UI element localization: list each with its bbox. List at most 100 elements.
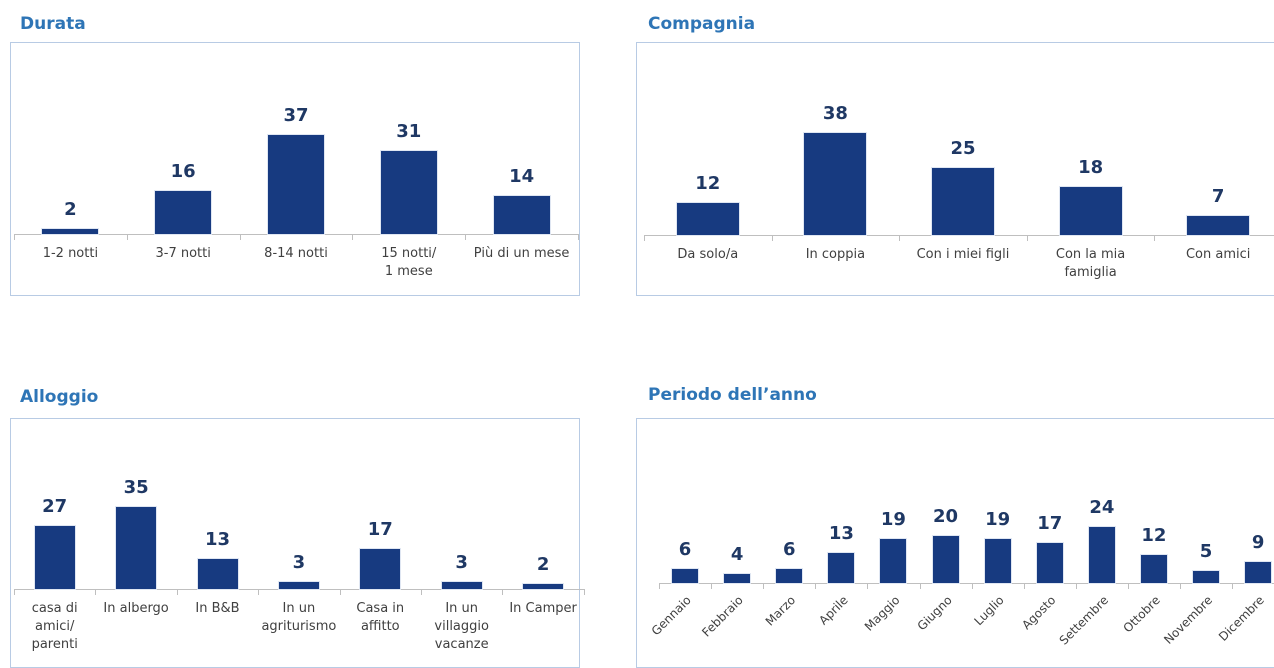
x-tick-label: 15 notti/ 1 mese [381, 246, 437, 279]
category-separator [815, 583, 817, 589]
bar [1187, 216, 1250, 235]
x-tick-label: In B&B [195, 601, 240, 616]
x-tick-label: casa di amici/ parenti [31, 601, 78, 652]
x-tick-label: 3-7 notti [155, 246, 211, 261]
value-label: 2 [536, 554, 550, 576]
bar [1088, 527, 1115, 583]
bar [1193, 571, 1220, 583]
value-label: 20 [933, 506, 959, 528]
value-label: 18 [1078, 156, 1104, 178]
value-label: 17 [367, 519, 393, 541]
x-tick-label: In un villaggio vacanze [434, 601, 489, 652]
category-separator [421, 589, 422, 595]
chart-title: Alloggio [20, 387, 99, 407]
category-separator [1023, 583, 1025, 589]
value-label: 25 [950, 138, 976, 159]
category-separator [578, 234, 579, 240]
value-label: 13 [204, 528, 231, 550]
bar [984, 538, 1011, 583]
bar [197, 558, 238, 589]
category-separator [899, 235, 901, 241]
category-separator [339, 589, 341, 595]
x-tick-label: In coppia [805, 247, 866, 262]
category-separator [1127, 583, 1129, 589]
axis-line [644, 235, 1274, 236]
bar [1140, 555, 1167, 583]
chart-title: Periodo dell’anno [648, 385, 817, 405]
axis-line [14, 234, 578, 235]
axis-line [659, 583, 1274, 584]
value-label: 6 [782, 539, 796, 561]
chart-frame [636, 42, 1274, 296]
value-label: 7 [1211, 186, 1225, 208]
category-separator [1026, 235, 1028, 241]
category-separator [239, 234, 241, 240]
value-label: 35 [123, 477, 149, 499]
x-tick-label: Da solo/a [677, 247, 739, 262]
category-separator [659, 583, 660, 589]
axis-line [14, 589, 584, 590]
value-label: 37 [283, 104, 309, 126]
category-separator [583, 589, 585, 595]
value-label: 19 [985, 508, 1011, 530]
category-separator [502, 589, 504, 595]
bar [380, 150, 437, 234]
bar [268, 134, 324, 234]
chart-title: Durata [20, 14, 86, 34]
bar [360, 549, 401, 589]
x-tick-label: Con la mia famiglia [1055, 247, 1126, 280]
bar [1245, 562, 1272, 583]
category-separator [352, 234, 354, 240]
chart-title: Compagnia [648, 14, 756, 34]
bar [932, 536, 959, 583]
x-tick-label: Casa in affitto [356, 601, 405, 634]
category-separator [258, 589, 260, 595]
value-label: 12 [1141, 525, 1167, 547]
value-label: 6 [678, 539, 692, 561]
category-separator [14, 234, 15, 240]
value-label: 2 [64, 198, 77, 220]
bar [804, 133, 867, 235]
value-label: 14 [509, 166, 535, 188]
value-label: 16 [170, 161, 196, 183]
bar [724, 573, 751, 583]
value-label: 24 [1089, 497, 1115, 519]
category-separator [771, 235, 773, 241]
bar [672, 569, 699, 583]
category-separator [126, 234, 128, 240]
chart-frame [10, 42, 580, 296]
category-separator [1075, 583, 1077, 589]
x-tick-label: 1-2 notti [42, 246, 99, 261]
value-label: 5 [1199, 541, 1213, 563]
value-label: 31 [396, 120, 422, 142]
value-label: 13 [828, 522, 854, 544]
bar [34, 525, 75, 589]
x-tick-label: In Camper [509, 601, 577, 616]
bar [1036, 543, 1063, 583]
category-separator [465, 234, 467, 240]
x-tick-label: In albergo [103, 601, 169, 616]
value-label: 12 [695, 172, 721, 194]
category-separator [644, 235, 645, 241]
x-tick-label: In un agriturismo [261, 601, 337, 634]
x-tick-label: Con amici [1185, 247, 1251, 262]
value-label: 38 [822, 103, 848, 125]
bar [676, 202, 739, 235]
bar [155, 191, 212, 234]
category-separator [867, 583, 869, 589]
x-tick-label: Con i miei figli [916, 247, 1010, 262]
bar [932, 168, 994, 235]
x-tick-label: Più di un mese [473, 246, 570, 261]
value-label: 9 [1251, 532, 1265, 554]
category-separator [1154, 235, 1156, 241]
category-separator [971, 583, 973, 589]
x-tick-label: 8-14 notti [264, 246, 328, 261]
bar [1059, 186, 1122, 235]
category-separator [763, 583, 765, 589]
bar [776, 569, 803, 583]
bar [523, 584, 564, 589]
value-label: 19 [880, 508, 906, 530]
bar [828, 552, 855, 583]
category-separator [1232, 583, 1234, 589]
